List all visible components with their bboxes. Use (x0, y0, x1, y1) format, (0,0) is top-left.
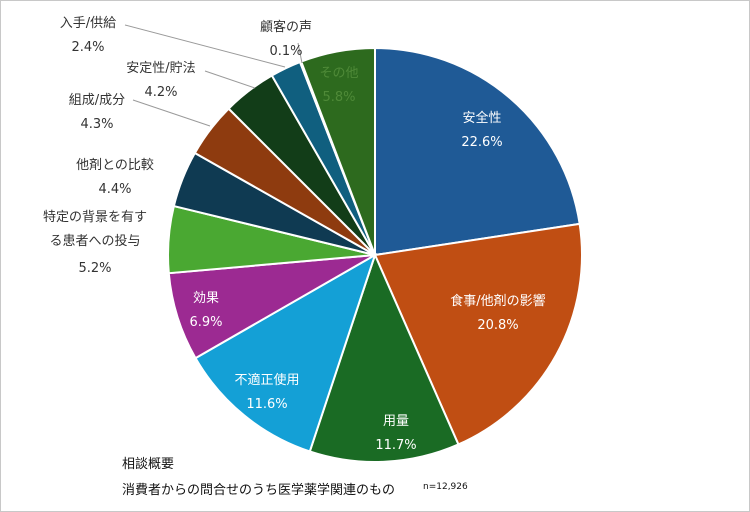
pie-slice-2 (373, 222, 583, 446)
slice-value-6: 5.2% (78, 261, 111, 276)
leader-line-8 (132, 99, 211, 127)
slice-value-7: 4.4% (98, 182, 131, 197)
slice-label-5: 効果 (193, 291, 219, 306)
pie-slice-4 (194, 252, 377, 453)
slice-value-1: 22.6% (461, 135, 502, 150)
slice-label-7: 他剤との比較 (76, 157, 154, 173)
pie-slice-1 (374, 46, 581, 257)
note-subtitle: 消費者からの問合せのうち医学薬学関連のもの (122, 483, 396, 498)
slice-value-11: 0.1% (269, 44, 302, 59)
slice-label-1: 安全性 (462, 110, 501, 126)
pie-slices (167, 46, 583, 463)
pie-slice-3 (308, 252, 460, 463)
slice-label-2: 食事/他剤の影響 (450, 293, 545, 309)
slice-value-8: 4.3% (80, 117, 113, 132)
slice-value-10: 2.4% (71, 40, 104, 55)
note-title: 相談概要 (122, 457, 175, 472)
slice-label-9: 安定性/貯法 (126, 61, 195, 76)
slice-label-4: 不適正使用 (234, 372, 299, 388)
slice-value-12: 5.8% (322, 90, 355, 105)
slice-label-8: 組成/成分 (69, 93, 125, 108)
slice-value-2: 20.8% (477, 318, 518, 333)
slice-label-10: 入手/供給 (60, 16, 116, 31)
sample-size: n=12,926 (423, 482, 468, 492)
slice-label-11: 顧客の声 (260, 19, 312, 35)
leader-line-11 (297, 42, 303, 64)
slice-value-5: 6.9% (189, 315, 222, 330)
slice-value-4: 11.6% (246, 397, 287, 412)
slice-labels: 安全性 22.6% 食事/他剤の影響 20.8% 用量 11.7% 不適正使用 11.6% 効果… (43, 16, 546, 453)
slice-value-9: 4.2% (144, 85, 177, 100)
leader-line-10 (124, 24, 286, 68)
slice-label-6: 特定の背景を有す (43, 210, 147, 225)
slice-label-3: 用量 (383, 414, 409, 429)
slice-value-3: 11.7% (375, 438, 416, 453)
leader-line-9 (204, 70, 256, 89)
leader-lines (124, 24, 303, 127)
slice-label-6: る患者への投与 (49, 233, 140, 249)
slice-label-12: その他 (319, 66, 358, 81)
